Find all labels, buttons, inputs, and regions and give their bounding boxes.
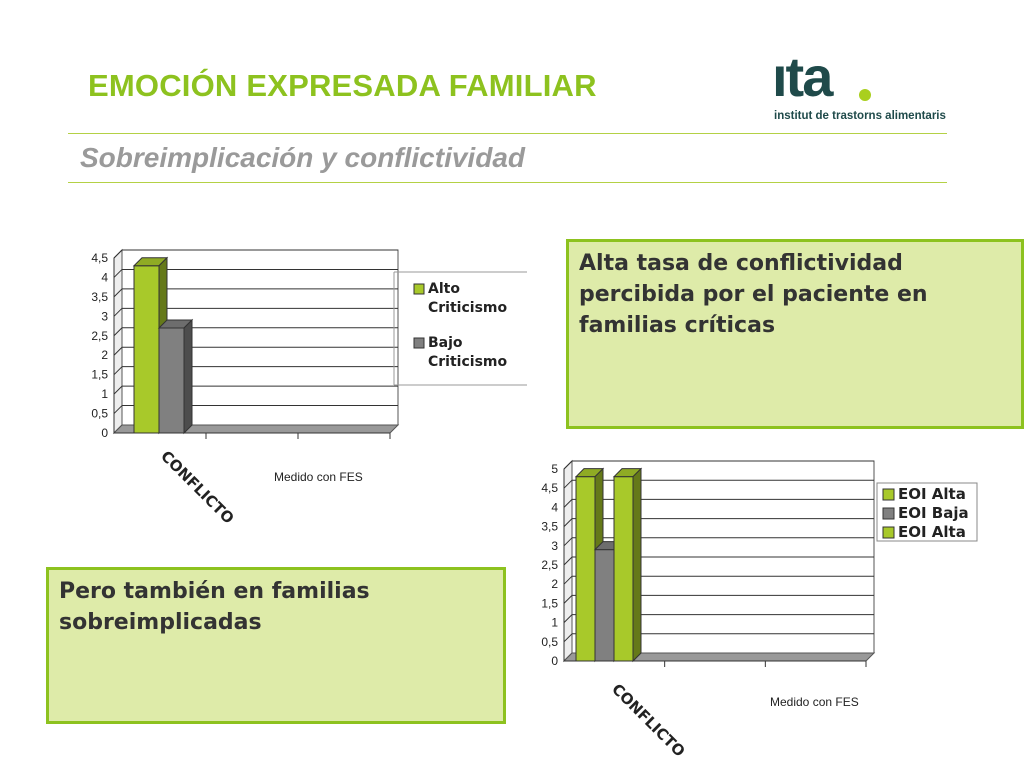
y-tick-label: 4,5 [91, 251, 108, 265]
legend-label: EOI Baja [898, 504, 969, 522]
y-tick-label: 5 [551, 462, 558, 476]
logo-tagline: institut de trastorns alimentaris [774, 110, 946, 122]
title-divider [68, 133, 947, 134]
x-category-label: CONFLICTO [608, 680, 688, 760]
y-tick-label: 4 [551, 500, 558, 514]
legend-label: Criticismo [428, 300, 507, 316]
gridline-diag [563, 614, 573, 623]
y-tick-label: 1,5 [541, 596, 558, 610]
legend-label: Bajo [428, 335, 463, 351]
bar-side [183, 318, 193, 435]
y-tick-label: 2,5 [91, 329, 108, 343]
gridline-diag [563, 537, 573, 547]
legend-label: EOI Alta [898, 485, 966, 503]
gridline-diag [563, 479, 573, 489]
callout-critical-text: Alta tasa de conflictividad percibida po… [579, 251, 928, 338]
y-tick-label: 3 [101, 309, 108, 323]
gridline-diag [563, 575, 573, 585]
logo-mark: ıta [772, 45, 833, 108]
y-tick-label: 0 [101, 426, 108, 440]
y-tick-label: 4,5 [541, 481, 558, 495]
y-tick-label: 4 [101, 270, 108, 284]
gridline-diag [113, 405, 123, 414]
gridline-diag [113, 288, 123, 298]
legend-swatch [882, 488, 895, 501]
legend-label: EOI Alta [898, 523, 966, 541]
y-tick-label: 0 [551, 654, 558, 668]
callout-overinvolved-text: Pero también en familias sobreimplicadas [59, 579, 370, 635]
y-tick-label: 1,5 [91, 368, 108, 382]
y-tick-label: 1 [551, 616, 558, 630]
bar [133, 265, 160, 434]
gridline-diag [563, 460, 573, 470]
callout-overinvolved-families: Pero también en familias sobreimplicadas [46, 567, 506, 724]
legend-swatch [413, 337, 425, 349]
bar [575, 476, 596, 662]
legend-label: Alto [428, 281, 460, 297]
y-tick-label: 0,5 [91, 407, 108, 421]
legend-swatch [882, 507, 895, 520]
y-tick-label: 2,5 [541, 558, 558, 572]
measurement-note: Medido con FES [770, 695, 859, 709]
gridline-diag [113, 366, 123, 376]
bar-side [632, 467, 642, 663]
gridline-diag [563, 499, 573, 508]
page-subtitle: Sobreimplicación y conflictividad [80, 142, 525, 173]
y-tick-label: 1 [101, 387, 108, 401]
callout-critical-families: Alta tasa de conflictividad percibida po… [566, 239, 1024, 429]
legend-swatch [882, 526, 895, 539]
legend-swatch [413, 283, 425, 295]
y-tick-label: 0,5 [541, 635, 558, 649]
gridline-diag [113, 249, 123, 259]
page-title: EMOCIÓN EXPRESADA FAMILIAR [88, 68, 597, 103]
gridline-diag [563, 556, 573, 566]
subtitle-divider [68, 182, 947, 183]
gridline-diag [113, 307, 123, 317]
y-tick-label: 3,5 [91, 290, 108, 304]
y-tick-label: 3,5 [541, 520, 558, 534]
logo-dot [859, 89, 871, 101]
y-tick-label: 2 [551, 577, 558, 591]
gridline-diag [563, 595, 573, 604]
gridline-diag [113, 269, 123, 278]
bar [594, 549, 615, 662]
measurement-note: Medido con FES [274, 470, 363, 484]
gridline-diag [563, 633, 573, 643]
gridline-diag [113, 346, 123, 356]
gridline-diag [563, 518, 573, 527]
legend-label: Criticismo [428, 354, 507, 370]
gridline-diag [113, 385, 123, 395]
ita-logo: ıta institut de trastorns alimentaris [772, 45, 952, 126]
bar [613, 476, 634, 662]
gridline-diag [113, 327, 123, 337]
y-tick-label: 2 [101, 348, 108, 362]
y-tick-label: 3 [551, 539, 558, 553]
